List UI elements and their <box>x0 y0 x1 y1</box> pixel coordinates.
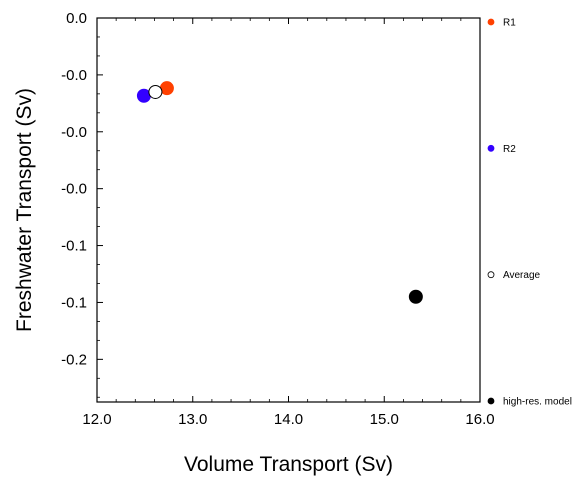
legend-marker <box>487 18 495 26</box>
legend-label: high-res. model <box>503 397 572 408</box>
axis-tick-labels: 12.0 13.0 14.0 15.0 16.0 0.0 -0.0 -0.0 -0.0 -0.1 -… <box>61 10 494 428</box>
data-points <box>136 81 423 304</box>
legend-label: Average <box>503 270 541 281</box>
y-axis-title: Freshwater Transport (Sv) <box>13 88 36 332</box>
y-tick-label: -0.2 <box>61 351 87 368</box>
y-tick-label: -0.0 <box>61 67 87 84</box>
data-point-average <box>148 84 163 99</box>
x-tick-label: 16.0 <box>465 411 494 428</box>
legend-label: R1 <box>503 18 516 29</box>
axis-ticks <box>96 17 481 402</box>
x-tick-label: 14.0 <box>274 411 303 428</box>
data-point-high-res-model <box>408 289 423 304</box>
legend-marker <box>487 271 495 279</box>
legend: R1 R2 Average high-res. model <box>487 18 572 408</box>
legend-label: R2 <box>503 144 516 155</box>
legend-marker <box>487 144 495 152</box>
y-tick-label: -0.1 <box>61 238 87 255</box>
x-tick-label: 12.0 <box>82 411 111 428</box>
y-tick-label: -0.0 <box>61 124 87 141</box>
plot-frame <box>96 17 481 403</box>
y-tick-label: 0.0 <box>66 10 87 27</box>
y-tick-label: -0.0 <box>61 181 87 198</box>
legend-marker <box>487 397 495 405</box>
y-tick-label: -0.1 <box>61 294 87 311</box>
x-axis-title: Volume Transport (Sv) <box>184 453 393 476</box>
x-tick-label: 13.0 <box>178 411 207 428</box>
x-tick-label: 15.0 <box>370 411 399 428</box>
